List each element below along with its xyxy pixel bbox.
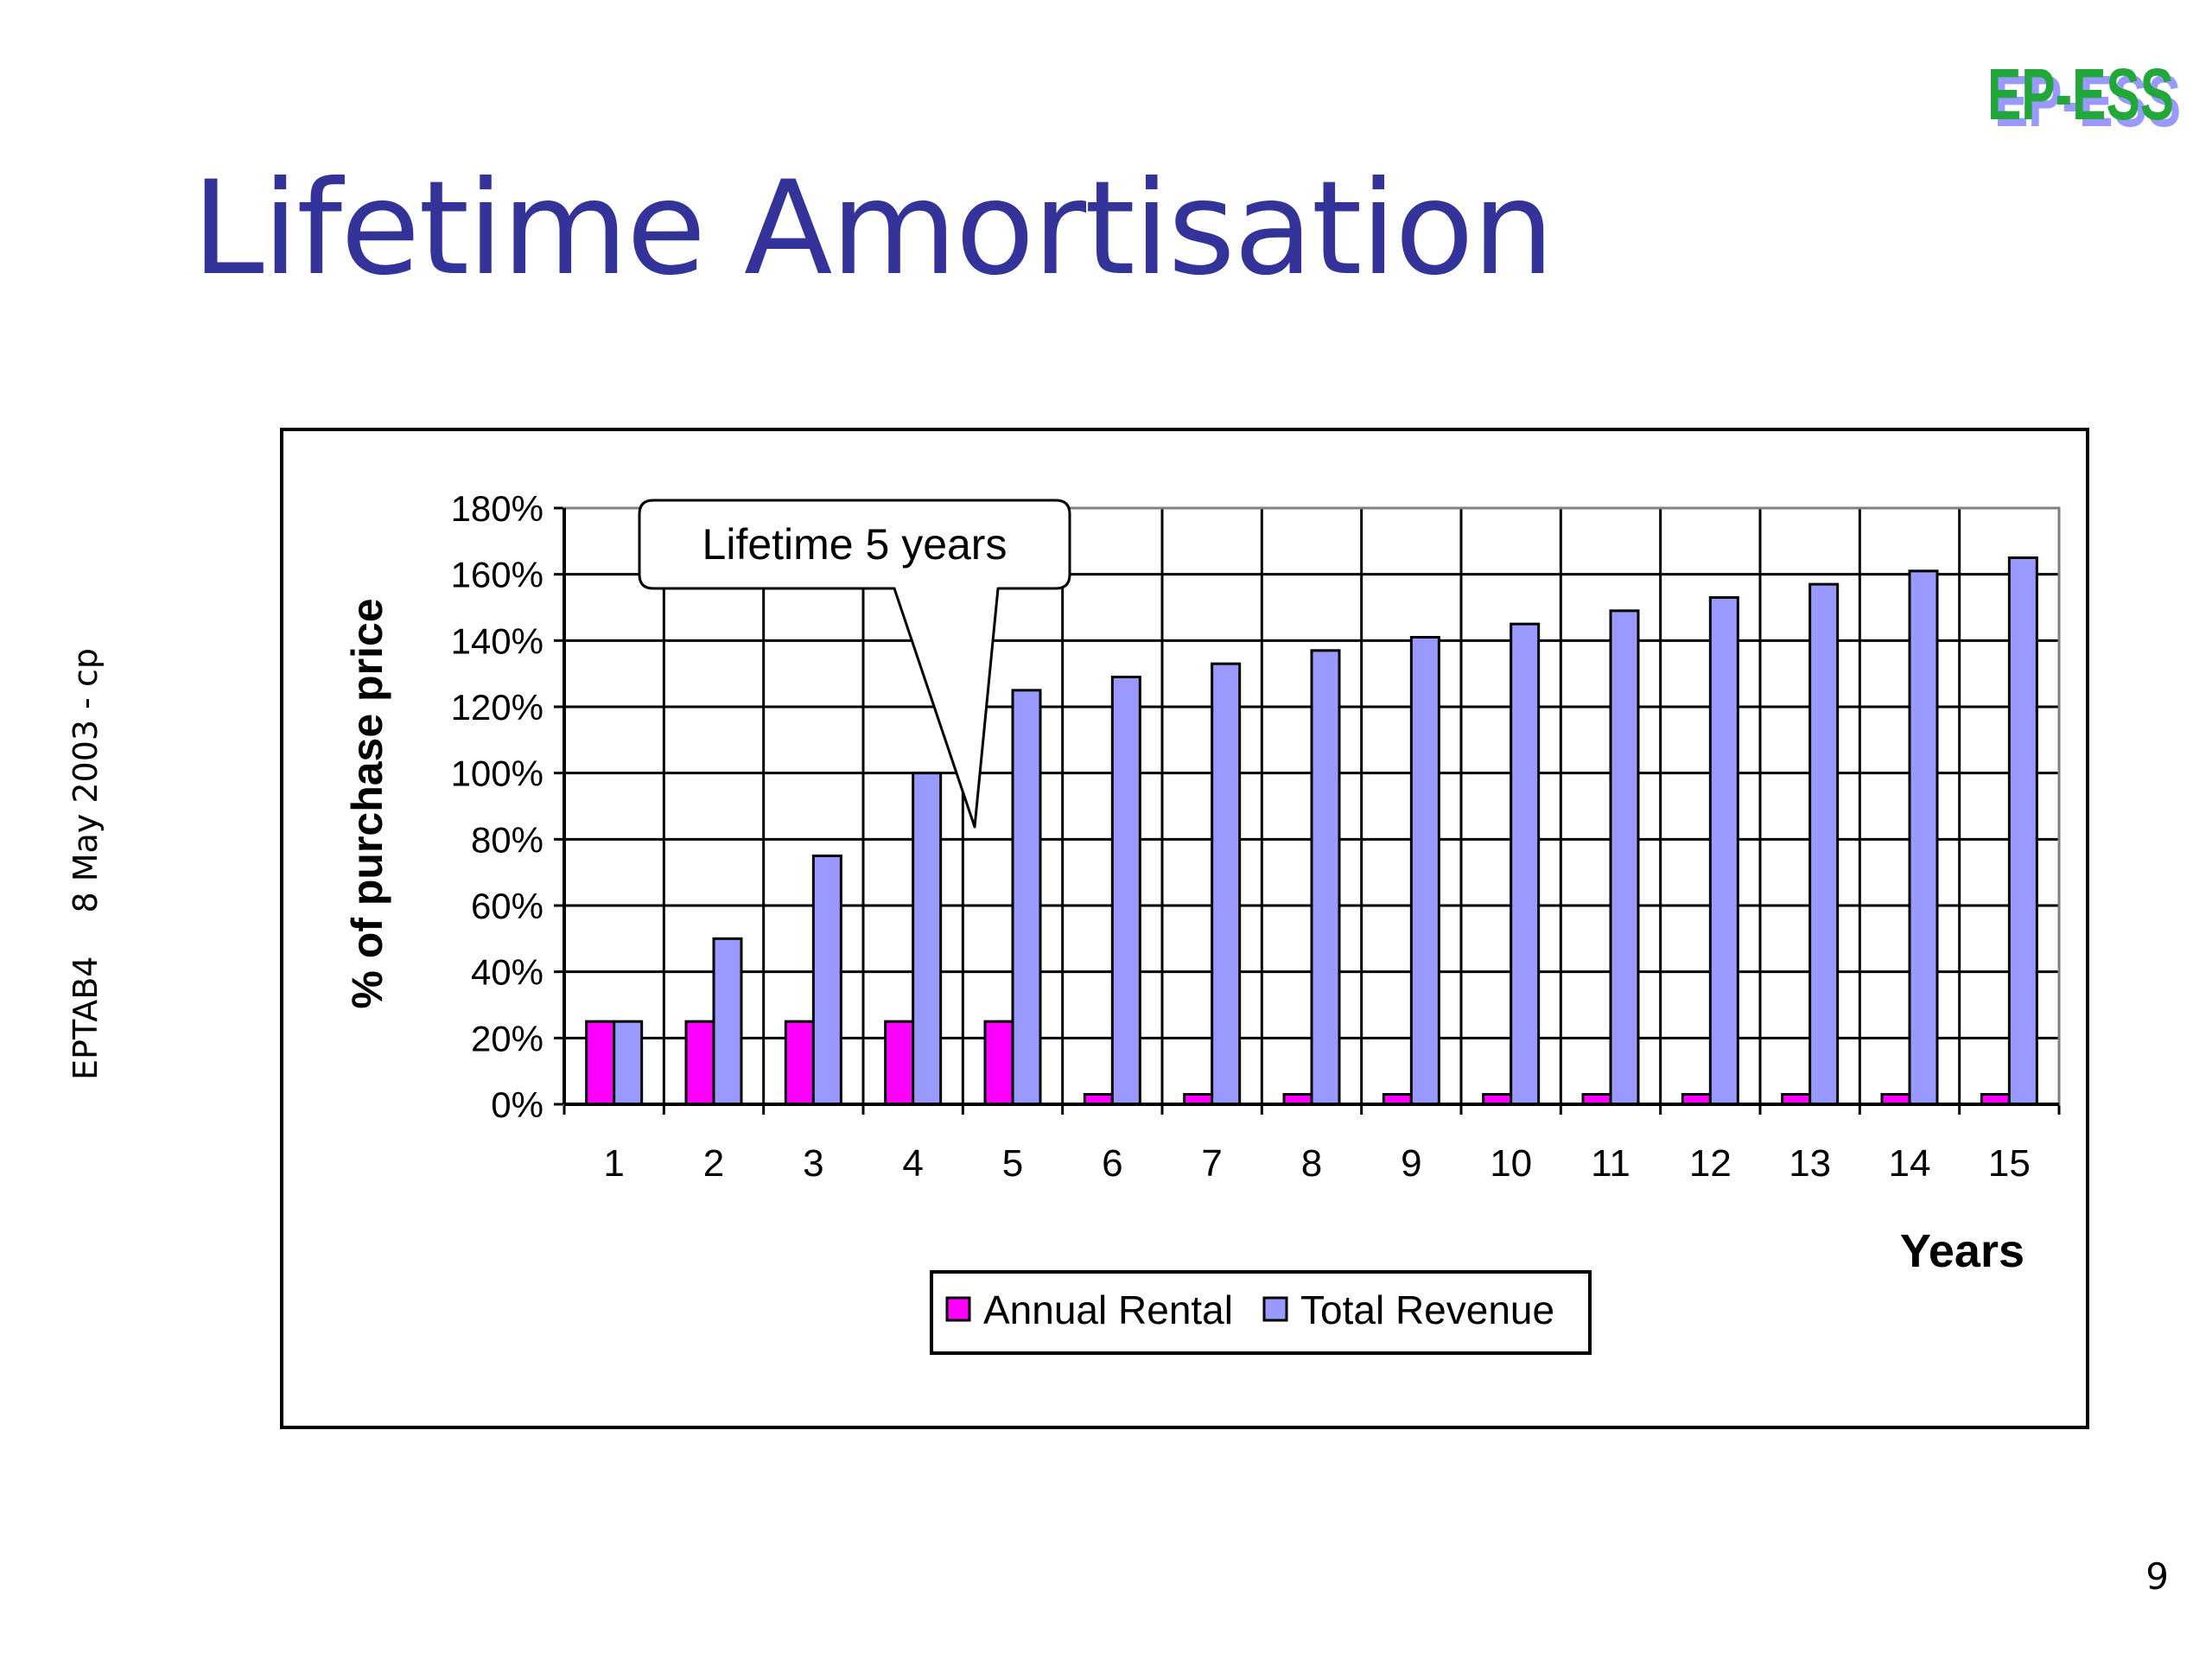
x-tick-label: 5 (1002, 1142, 1023, 1185)
callout-bubble (638, 499, 1071, 829)
y-tick-label: 100% (451, 753, 543, 794)
bar-total-revenue (613, 1020, 644, 1106)
bar-total-revenue (811, 855, 842, 1106)
bar-total-revenue (1708, 596, 1739, 1106)
bar-annual-rental (784, 1020, 815, 1106)
y-tick-label: 40% (471, 952, 543, 993)
bar-annual-rental (884, 1020, 915, 1106)
x-tick-label: 10 (1490, 1142, 1532, 1185)
x-tick-label: 7 (1201, 1142, 1222, 1185)
y-tick-label: 60% (471, 886, 543, 926)
x-axis-label: Years (1900, 1225, 2024, 1277)
bar-total-revenue (1609, 609, 1640, 1106)
bar-total-revenue (1808, 582, 1840, 1106)
x-tick-label: 4 (902, 1142, 923, 1185)
legend-swatch-total-revenue (1262, 1296, 1288, 1322)
legend-label-annual-rental: Annual Rental (983, 1287, 1233, 1332)
page-number: 9 (2145, 1555, 2169, 1598)
bar-total-revenue (1011, 689, 1042, 1106)
bar-annual-rental (585, 1020, 616, 1106)
y-tick-label: 80% (471, 819, 543, 860)
ep-ess-logo: EP-ESS EP-ESS (1987, 54, 2181, 138)
x-tick-label: 3 (803, 1142, 823, 1185)
bar-total-revenue (1310, 649, 1341, 1106)
x-tick-label: 2 (703, 1142, 724, 1185)
x-tick-label: 8 (1301, 1142, 1322, 1185)
bar-total-revenue (2007, 556, 2038, 1106)
x-tick-label: 15 (1988, 1142, 2031, 1185)
x-tick-label: 11 (1591, 1142, 1630, 1185)
bar-total-revenue (712, 937, 743, 1106)
bar-annual-rental (684, 1020, 715, 1106)
y-tick-label: 120% (451, 687, 543, 728)
legend-swatch-annual-rental (945, 1296, 971, 1322)
bar-total-revenue (1908, 569, 1939, 1106)
logo-shadow-text: EP-ESS (1994, 60, 2181, 138)
x-tick-label: 13 (1789, 1142, 1831, 1185)
bar-total-revenue (1409, 636, 1440, 1106)
bar-total-revenue (1211, 662, 1242, 1106)
bar-total-revenue (1510, 622, 1541, 1106)
callout-text: Lifetime 5 years (702, 520, 1007, 569)
x-tick-label: 12 (1689, 1142, 1732, 1185)
x-tick-label: 6 (1102, 1142, 1122, 1185)
x-tick-label: 9 (1401, 1142, 1421, 1185)
y-tick-label: 180% (451, 488, 543, 529)
y-tick-label: 20% (471, 1018, 543, 1058)
y-tick-label: 160% (451, 555, 543, 595)
bar-total-revenue (1110, 676, 1141, 1106)
y-tick-label: 140% (451, 620, 543, 661)
logo-text: EP-ESS (1987, 54, 2174, 135)
legend-label-total-revenue: Total Revenue (1300, 1287, 1554, 1332)
y-tick-label: 0% (491, 1084, 543, 1125)
x-tick-label: 1 (603, 1142, 624, 1185)
x-tick-label: 14 (1889, 1142, 1931, 1185)
slide-title: Lifetime Amortisation (192, 154, 1554, 304)
bar-annual-rental (983, 1020, 1014, 1106)
bar-total-revenue (912, 772, 943, 1106)
y-axis-label: % of purchase price (343, 598, 391, 1008)
legend-box (930, 1270, 1592, 1355)
